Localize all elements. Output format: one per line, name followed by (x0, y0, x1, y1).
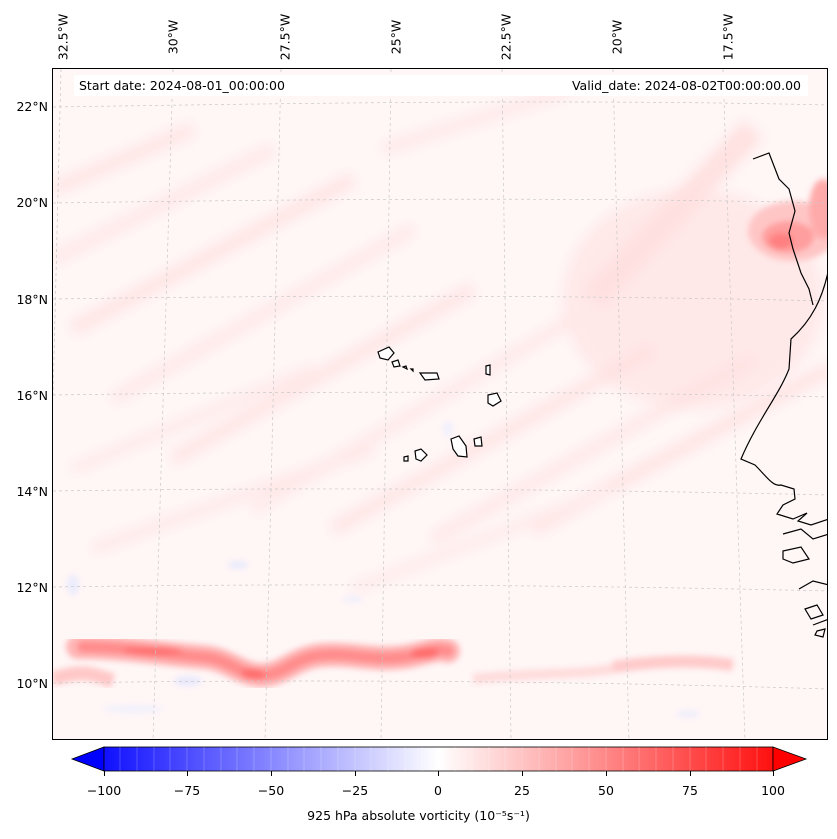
colorbar-tick-75: 75 (682, 783, 698, 798)
lon-label-17-5w: 17.5°W (720, 13, 736, 61)
guinea-bissau-coast (782, 528, 827, 638)
valid-date-label: Valid_date: 2024-08-02T00:00:00.00 (571, 78, 801, 93)
colorbar-tick-100: 100 (761, 783, 785, 798)
vorticity-map (53, 69, 827, 739)
lon-label-32-5w: 32.5°W (55, 13, 71, 61)
lon-label-30w: 30°W (165, 19, 181, 55)
colorbar-tick-minus-75: −75 (173, 783, 201, 798)
lon-label-25w: 25°W (388, 19, 404, 55)
lon-label-20w: 20°W (609, 19, 625, 55)
lat-label-22n: 22°N (16, 99, 48, 114)
colorbar-tick-minus-100: −100 (86, 783, 122, 798)
coastal-vorticity-maximum (748, 179, 827, 261)
mauritania-coast (752, 152, 814, 306)
lat-label-14n: 14°N (16, 484, 48, 499)
colorbar-tick-0: 0 (434, 783, 442, 798)
colorbar-gradient (103, 746, 774, 772)
lat-label-18n: 18°N (16, 292, 48, 307)
lat-label-12n: 12°N (16, 580, 48, 595)
colorbar-tick-minus-25: −25 (341, 783, 369, 798)
map-panel (52, 68, 828, 740)
colorbar-tick-minus-50: −50 (257, 783, 285, 798)
lon-label-22-5w: 22.5°W (498, 13, 514, 61)
lat-label-20n: 20°N (16, 195, 48, 210)
lat-label-16n: 16°N (16, 388, 48, 403)
header-background (74, 75, 808, 96)
colorbar-max-extension (772, 746, 808, 772)
colorbar (70, 746, 808, 772)
start-date-label: Start date: 2024-08-01_00:00:00 (79, 78, 285, 93)
negative-vorticity-patches (67, 421, 700, 717)
colorbar-label: 925 hPa absolute vorticity (10⁻⁵s⁻¹) (307, 808, 530, 823)
colorbar-tick-25: 25 (514, 783, 530, 798)
vorticity-band (53, 635, 734, 688)
colorbar-min-extension (70, 746, 105, 772)
lat-label-10n: 10°N (16, 676, 48, 691)
graticule (53, 69, 827, 739)
lon-label-27-5w: 27.5°W (277, 13, 293, 61)
colorbar-tick-50: 50 (598, 783, 614, 798)
cape-verde-islands (377, 346, 502, 462)
african-coastline (740, 273, 827, 526)
